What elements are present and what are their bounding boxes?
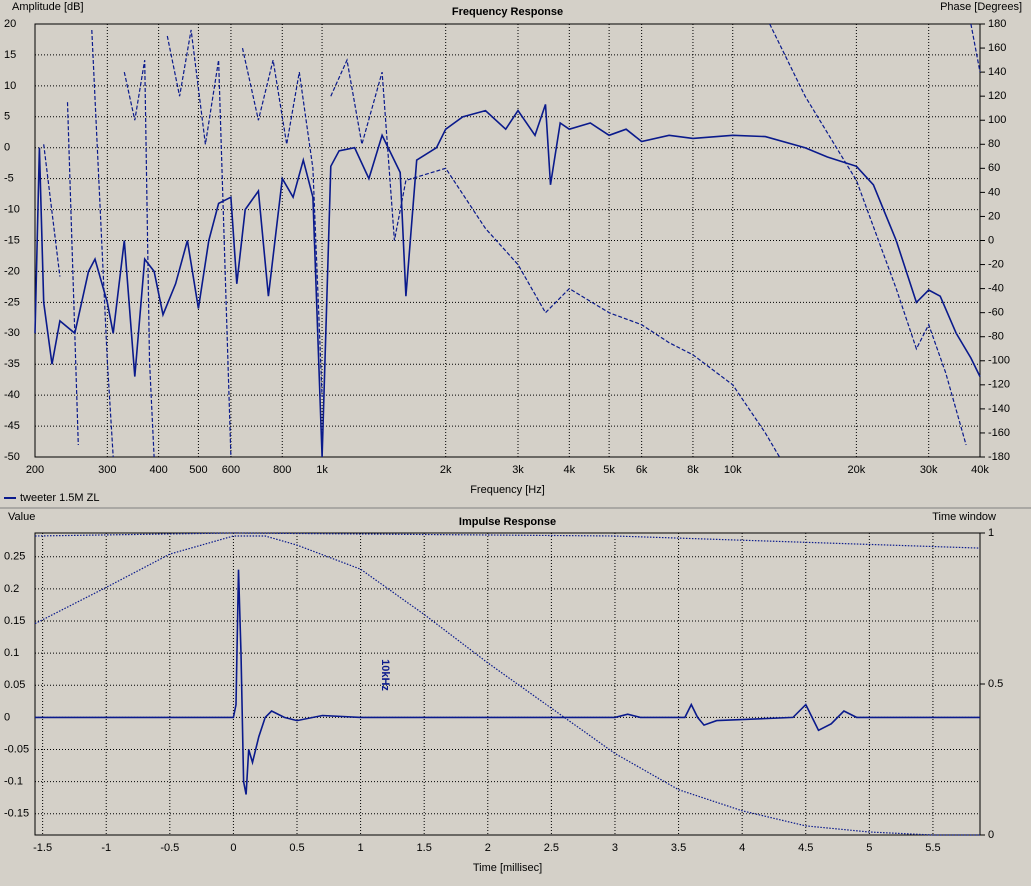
x-tick-label: 300 — [98, 464, 116, 476]
y2-tick-label: -40 — [988, 283, 1004, 295]
x-tick-label: 400 — [149, 464, 167, 476]
y-tick-label: -50 — [4, 451, 20, 463]
y-tick-label: 20 — [4, 18, 16, 30]
x-tick-label: 200 — [26, 464, 44, 476]
x-tick-label: -1 — [101, 842, 111, 854]
y-axis-title: Value — [8, 511, 35, 523]
x-tick-label: 4.5 — [798, 842, 813, 854]
y2-tick-label: -120 — [988, 379, 1010, 391]
x-tick-label: 20k — [847, 464, 865, 476]
x-tick-label: 2 — [485, 842, 491, 854]
data-line — [34, 532, 981, 549]
y2-tick-label: 140 — [988, 66, 1006, 78]
y-tick-label: 15 — [4, 49, 16, 61]
y-axis-title: Amplitude [dB] — [12, 1, 84, 13]
x-tick-label: -1.5 — [33, 842, 52, 854]
y2-tick-label: 40 — [988, 186, 1000, 198]
y-tick-label: 0.15 — [4, 615, 25, 627]
y-tick-label: 0.2 — [4, 583, 19, 595]
y2-tick-label: -80 — [988, 331, 1004, 343]
y2-tick-label: -160 — [988, 427, 1010, 439]
x-tick-label: 1k — [316, 464, 328, 476]
x-tick-label: 40k — [971, 464, 989, 476]
y-tick-label: 0.25 — [4, 551, 25, 563]
x-tick-label: 1 — [358, 842, 364, 854]
y-tick-label: -30 — [4, 327, 20, 339]
plot-area — [34, 532, 981, 836]
data-line — [43, 23, 981, 458]
x-tick-label: 2k — [440, 464, 452, 476]
x-tick-label: 3 — [612, 842, 618, 854]
x-tick-label: 2.5 — [544, 842, 559, 854]
y2-tick-label: 80 — [988, 138, 1000, 150]
x-tick-label: -0.5 — [160, 842, 179, 854]
chart-title: Frequency Response — [452, 6, 563, 18]
x-tick-label: 8k — [687, 464, 699, 476]
data-line — [34, 104, 981, 458]
x-tick-label: 5.5 — [925, 842, 940, 854]
y2-tick-label: -140 — [988, 403, 1010, 415]
x-tick-label: 3.5 — [671, 842, 686, 854]
plot-area — [34, 23, 981, 458]
y2-tick-label: 100 — [988, 114, 1006, 126]
annotation: 10kHz — [379, 659, 391, 691]
y-tick-label: -20 — [4, 265, 20, 277]
y-tick-label: -0.05 — [4, 743, 29, 755]
y-tick-label: 10 — [4, 80, 16, 92]
y2-tick-label: -100 — [988, 355, 1010, 367]
y-tick-label: 0 — [4, 142, 10, 154]
y-tick-label: -10 — [4, 203, 20, 215]
y-tick-label: 0.05 — [4, 679, 25, 691]
y-tick-label: -45 — [4, 420, 20, 432]
y-tick-label: -40 — [4, 389, 20, 401]
y-tick-label: -5 — [4, 173, 14, 185]
y2-tick-label: 160 — [988, 42, 1006, 54]
x-tick-label: 5k — [603, 464, 615, 476]
y2-tick-label: -60 — [988, 307, 1004, 319]
chart-title: Impulse Response — [459, 516, 556, 528]
x-tick-label: 500 — [189, 464, 207, 476]
x-tick-label: 4 — [739, 842, 745, 854]
y2-tick-label: 0 — [988, 234, 994, 246]
y2-tick-label: 0 — [988, 829, 994, 841]
x-tick-label: 6k — [636, 464, 648, 476]
y-tick-label: -0.15 — [4, 808, 29, 820]
x-tick-label: 4k — [564, 464, 576, 476]
y2-tick-label: -180 — [988, 451, 1010, 463]
y2-tick-label: 60 — [988, 162, 1000, 174]
y2-tick-label: 1 — [988, 527, 994, 539]
y2-tick-label: 20 — [988, 210, 1000, 222]
x-tick-label: 600 — [222, 464, 240, 476]
x-tick-label: 3k — [512, 464, 524, 476]
x-axis-title: Time [millisec] — [473, 862, 542, 874]
legend-label: tweeter 1.5M ZL — [20, 492, 99, 504]
data-line — [34, 535, 980, 836]
y-tick-label: -15 — [4, 234, 20, 246]
y2-axis-title: Time window — [932, 511, 996, 523]
y-tick-label: 0 — [4, 711, 10, 723]
x-tick-label: 30k — [920, 464, 938, 476]
y-tick-label: 5 — [4, 111, 10, 123]
x-tick-label: 10k — [724, 464, 742, 476]
data-line — [35, 569, 980, 795]
y2-tick-label: 0.5 — [988, 678, 1003, 690]
x-axis-title: Frequency [Hz] — [470, 484, 545, 496]
x-tick-label: 5 — [866, 842, 872, 854]
x-tick-label: 1.5 — [417, 842, 432, 854]
y2-tick-label: 120 — [988, 90, 1006, 102]
x-tick-label: 0.5 — [289, 842, 304, 854]
y-tick-label: 0.1 — [4, 647, 19, 659]
y2-axis-title: Phase [Degrees] — [940, 1, 1022, 13]
y-tick-label: -35 — [4, 358, 20, 370]
x-tick-label: 800 — [273, 464, 291, 476]
y2-tick-label: -20 — [988, 258, 1004, 270]
x-tick-label: 0 — [230, 842, 236, 854]
y2-tick-label: 180 — [988, 18, 1006, 30]
y-tick-label: -25 — [4, 296, 20, 308]
y-tick-label: -0.1 — [4, 776, 23, 788]
